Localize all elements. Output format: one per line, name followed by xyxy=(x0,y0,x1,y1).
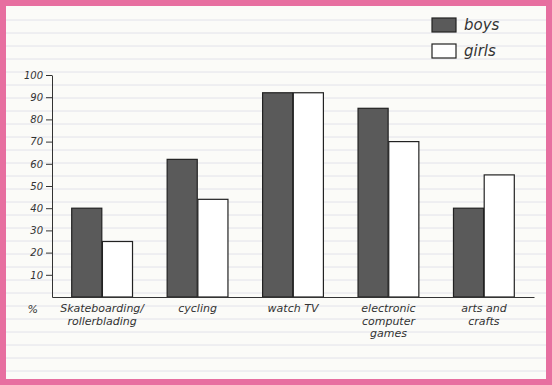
legend-swatch xyxy=(432,18,456,32)
bar xyxy=(167,159,197,297)
paper-rules xyxy=(6,20,546,371)
y-tick: 20 xyxy=(30,247,52,258)
x-tick: cycling xyxy=(178,297,217,315)
y-tick-mark xyxy=(46,253,52,254)
bar xyxy=(198,199,228,297)
x-tick-label: arts andcrafts xyxy=(461,302,508,328)
bars xyxy=(72,93,515,297)
y-tick-label: 70 xyxy=(30,136,43,147)
y-tick: 40 xyxy=(30,203,52,214)
legend-label: girls xyxy=(464,42,496,60)
y-tick-mark xyxy=(46,97,52,98)
bar xyxy=(389,142,419,297)
background xyxy=(0,0,552,385)
y-tick-mark xyxy=(46,208,52,209)
y-tick-label: 30 xyxy=(30,225,43,236)
bar xyxy=(358,108,388,297)
y-tick-label: 40 xyxy=(30,203,43,214)
y-tick: 80 xyxy=(30,114,52,125)
y-tick: 50 xyxy=(30,181,52,192)
y-tick-mark xyxy=(46,75,52,76)
x-tick: Skateboarding/rollerblading xyxy=(60,297,145,328)
x-tick: arts andcrafts xyxy=(461,297,508,328)
y-axis-label: % xyxy=(28,303,38,316)
chart: 10 20 30 40 50 60 70 80 90 100 Skateboarding/rolle… xyxy=(0,0,552,385)
bar xyxy=(102,242,132,298)
paper-rule xyxy=(6,332,546,333)
bar xyxy=(72,208,102,297)
y-tick: 70 xyxy=(30,136,52,147)
y-tick-mark xyxy=(46,186,52,187)
x-tick-label: electroniccomputergames xyxy=(361,302,416,340)
y-tick: 90 xyxy=(30,92,52,103)
x-axis: Skateboarding/rollerblading cycling watch … xyxy=(53,297,535,340)
paper-rule xyxy=(6,358,546,359)
paper-rule xyxy=(6,72,546,73)
paper-rule xyxy=(6,85,546,86)
x-tick-label: cycling xyxy=(178,302,217,315)
paper-rule xyxy=(6,345,546,346)
y-tick-mark xyxy=(46,142,52,143)
bar xyxy=(453,208,483,297)
y-tick: 100 xyxy=(24,70,52,81)
legend-swatch xyxy=(432,44,456,58)
y-tick-mark xyxy=(46,275,52,276)
bar xyxy=(484,175,514,297)
paper-rule xyxy=(6,371,546,372)
y-tick-label: 100 xyxy=(24,70,43,81)
y-tick-label: 10 xyxy=(30,270,43,281)
y-tick-mark xyxy=(46,164,52,165)
y-tick-mark xyxy=(46,119,52,120)
x-tick-label: Skateboarding/rollerblading xyxy=(60,302,145,328)
y-axis: 10 20 30 40 50 60 70 80 90 100 xyxy=(24,70,53,298)
x-tick-label: watch TV xyxy=(268,302,320,315)
legend-label: boys xyxy=(464,16,500,34)
y-tick-label: 80 xyxy=(30,114,43,125)
y-tick: 30 xyxy=(30,225,52,236)
x-tick: watch TV xyxy=(268,297,320,315)
x-axis-line xyxy=(53,297,535,298)
y-tick-label: 50 xyxy=(30,181,43,192)
paper xyxy=(6,6,546,379)
y-tick: 60 xyxy=(30,159,52,170)
x-tick: electroniccomputergames xyxy=(361,297,416,340)
y-tick: 10 xyxy=(30,270,52,281)
y-axis-line xyxy=(52,76,53,298)
bar xyxy=(293,93,323,297)
legend: boys girls xyxy=(432,16,500,60)
y-tick-label: 60 xyxy=(30,159,43,170)
y-tick-label: 90 xyxy=(30,92,43,103)
y-tick-mark xyxy=(46,230,52,231)
y-tick-label: 20 xyxy=(30,247,43,258)
bar xyxy=(263,93,293,297)
plot: 10 20 30 40 50 60 70 80 90 100 Skateboarding/rolle… xyxy=(24,70,535,341)
